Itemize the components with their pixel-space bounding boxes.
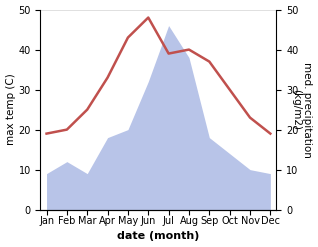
X-axis label: date (month): date (month) [117, 231, 200, 242]
Y-axis label: med. precipitation
(kg/m2): med. precipitation (kg/m2) [291, 62, 313, 158]
Y-axis label: max temp (C): max temp (C) [5, 74, 16, 145]
